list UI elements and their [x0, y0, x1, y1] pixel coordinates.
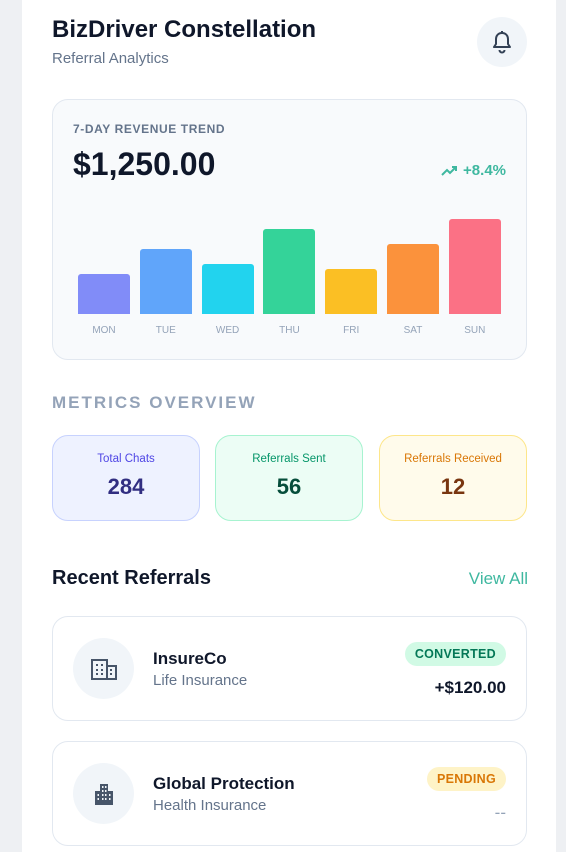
revenue-total: $1,250.00	[73, 146, 216, 182]
referral-category: Life Insurance	[153, 672, 248, 689]
x-tick-label: SUN	[464, 325, 486, 336]
referral-card[interactable]: InsureCo Life Insurance CONVERTED +$120.…	[52, 616, 527, 721]
metric-card: Referrals Sent 56	[215, 435, 363, 521]
bar	[387, 244, 439, 314]
status-badge: PENDING	[426, 767, 506, 791]
referral-amount: +$120.00	[434, 678, 506, 697]
referral-card[interactable]: Global Protection Health Insurance PENDI…	[52, 741, 527, 846]
metric-card: Total Chats 284	[52, 435, 200, 521]
bar	[139, 249, 192, 314]
referral-name: Global Protection	[153, 774, 295, 793]
revenue-label: 7-DAY REVENUE TREND	[73, 122, 226, 136]
bar	[263, 229, 316, 314]
bar	[201, 264, 254, 314]
view-all-link[interactable]: View All	[468, 569, 528, 588]
x-tick-label: THU	[279, 325, 300, 336]
referrals-title: Recent Referrals	[52, 567, 211, 589]
metric-value: 56	[276, 474, 302, 499]
bar	[448, 219, 501, 314]
building-icon	[90, 658, 117, 680]
app-title: BizDriver Constellation	[52, 16, 317, 43]
revenue-change-value: +8.4%	[463, 162, 506, 179]
metric-label: Referrals Sent	[252, 453, 326, 465]
x-tick-label: WED	[215, 325, 240, 336]
x-tick-label: MON	[92, 325, 116, 336]
x-tick-label: SAT	[403, 325, 423, 336]
company-icon	[73, 638, 134, 699]
status-badge: CONVERTED	[404, 642, 506, 666]
metric-value: 284	[107, 474, 145, 499]
company-icon	[73, 763, 134, 824]
metric-label: Referrals Received	[404, 453, 502, 465]
x-tick-label: TUE	[155, 325, 176, 336]
bar	[325, 269, 378, 314]
trend-icon	[441, 165, 458, 176]
app-subtitle: Referral Analytics	[52, 50, 169, 67]
bell-icon	[493, 31, 511, 54]
metric-value: 12	[440, 474, 466, 499]
bar	[78, 274, 130, 314]
referral-category: Health Insurance	[153, 797, 267, 814]
notification-button[interactable]	[477, 17, 527, 67]
x-tick-label: FRI	[343, 325, 360, 336]
app: BizDriver Constellation Referral Analyti…	[22, 0, 556, 852]
referral-name: InsureCo	[153, 649, 227, 668]
revenue-change: +8.4%	[441, 162, 506, 179]
building-icon	[94, 783, 113, 805]
metrics-title: METRICS OVERVIEW	[52, 393, 257, 412]
metric-card: Referrals Received 12	[379, 435, 527, 521]
revenue-card: 7-DAY REVENUE TREND $1,250.00 +8.4% MON T…	[52, 99, 527, 360]
metric-label: Total Chats	[97, 453, 155, 465]
referral-amount: --	[494, 803, 506, 822]
